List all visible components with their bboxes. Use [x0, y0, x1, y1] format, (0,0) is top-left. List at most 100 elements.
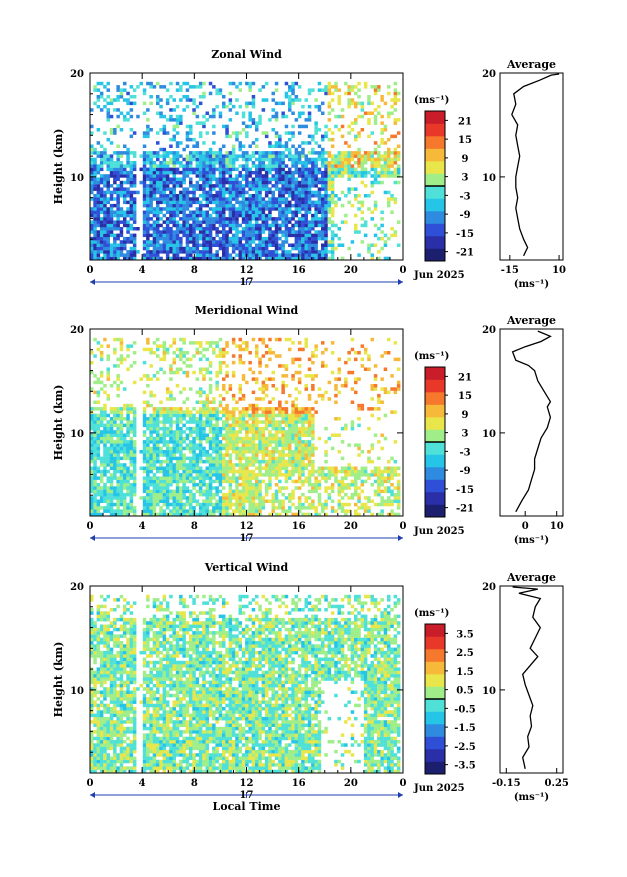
heatmap-cell [377, 164, 381, 168]
heatmap-cell [189, 161, 193, 165]
heatmap-cell [305, 253, 309, 257]
heatmap-cell [291, 463, 295, 467]
heatmap-cell [232, 437, 236, 441]
heatmap-cell [229, 253, 233, 257]
heatmap-cell [189, 168, 193, 172]
heatmap-cell [242, 128, 246, 132]
heatmap-cell [169, 250, 173, 254]
heatmap-cell [387, 92, 391, 96]
heatmap-cell [239, 506, 243, 510]
heatmap-cell [318, 230, 322, 234]
heatmap-cell [248, 450, 252, 454]
heatmap-cell [159, 434, 163, 438]
heatmap-cell [212, 430, 216, 434]
heatmap-cell [334, 480, 338, 484]
heatmap-cell [351, 483, 355, 487]
heatmap-cell [328, 178, 332, 182]
heatmap-cell [341, 503, 345, 507]
heatmap-cell [126, 98, 130, 102]
heatmap-cell [305, 224, 309, 228]
heatmap-cell [248, 102, 252, 106]
heatmap-cell [232, 158, 236, 162]
heatmap-cell [229, 214, 233, 218]
heatmap-cell [248, 237, 252, 241]
heatmap-cell [143, 204, 147, 208]
heatmap-cell [156, 467, 160, 471]
average-x-label: (ms⁻¹) [514, 279, 549, 290]
heatmap-cell [113, 174, 117, 178]
heatmap-cell [235, 247, 239, 251]
heatmap-cell [255, 417, 259, 421]
heatmap-cell [222, 447, 226, 451]
heatmap-cell [380, 476, 384, 480]
heatmap-cell [212, 131, 216, 135]
heatmap-cell [242, 476, 246, 480]
heatmap-cell [288, 253, 292, 257]
heatmap-cell [278, 158, 282, 162]
heatmap-cell [149, 476, 153, 480]
heatmap-cell [110, 407, 114, 411]
heatmap-cell [308, 197, 312, 201]
heatmap-cell [328, 85, 332, 89]
heatmap-cell [222, 493, 226, 497]
heatmap-cell [199, 220, 203, 224]
heatmap-cell [364, 151, 368, 155]
heatmap-cell [169, 493, 173, 497]
heatmap-cell [90, 503, 94, 507]
heatmap-cell [120, 184, 124, 188]
heatmap-cell [209, 470, 213, 474]
heatmap-cell [387, 476, 391, 480]
heatmap-cell [215, 460, 219, 464]
heatmap-cell [377, 486, 381, 490]
heatmap-cell [338, 480, 342, 484]
heatmap-cell [298, 158, 302, 162]
heatmap-cell [265, 443, 269, 447]
heatmap-cell [242, 244, 246, 248]
heatmap-cell [156, 496, 160, 500]
heatmap-cell [324, 217, 328, 221]
heatmap-cell [394, 496, 398, 500]
heatmap-cell [308, 420, 312, 424]
heatmap-cell [159, 447, 163, 451]
heatmap-cell [258, 187, 262, 191]
heatmap-cell [146, 131, 150, 135]
heatmap-cell [212, 158, 216, 162]
heatmap-cell [206, 230, 210, 234]
heatmap-cell [298, 460, 302, 464]
heatmap-cell [186, 420, 190, 424]
heatmap-cell [291, 450, 295, 454]
heatmap-cell [97, 434, 101, 438]
heatmap-cell [291, 82, 295, 86]
heatmap-cell [242, 247, 246, 251]
heatmap-cell [182, 204, 186, 208]
heatmap-cell [133, 178, 137, 182]
heatmap-cell [159, 174, 163, 178]
heatmap-cell [176, 211, 180, 215]
heatmap-cell [113, 490, 117, 494]
heatmap-cell [235, 453, 239, 457]
heatmap-cell [311, 430, 315, 434]
heatmap-cell [239, 131, 243, 135]
heatmap-cell [380, 121, 384, 125]
heatmap-cell [380, 434, 384, 438]
heatmap-cell [324, 178, 328, 182]
heatmap-cell [123, 98, 127, 102]
heatmap-cell [232, 131, 236, 135]
heatmap-cell [367, 509, 371, 513]
heatmap-cell [182, 214, 186, 218]
heatmap-cell [357, 424, 361, 428]
heatmap-cell [163, 184, 167, 188]
heatmap-cell [116, 437, 120, 441]
heatmap-cell [252, 493, 256, 497]
heatmap-cell [159, 250, 163, 254]
heatmap-cell [311, 224, 315, 228]
heatmap-cell [324, 187, 328, 191]
heatmap-cell [308, 184, 312, 188]
heatmap-cell [110, 443, 114, 447]
heatmap-cell [133, 509, 137, 513]
heatmap-cell [242, 447, 246, 451]
heatmap-cell [166, 460, 170, 464]
heatmap-cell [209, 467, 213, 471]
heatmap-cell [116, 220, 120, 224]
heatmap-cell [245, 437, 249, 441]
